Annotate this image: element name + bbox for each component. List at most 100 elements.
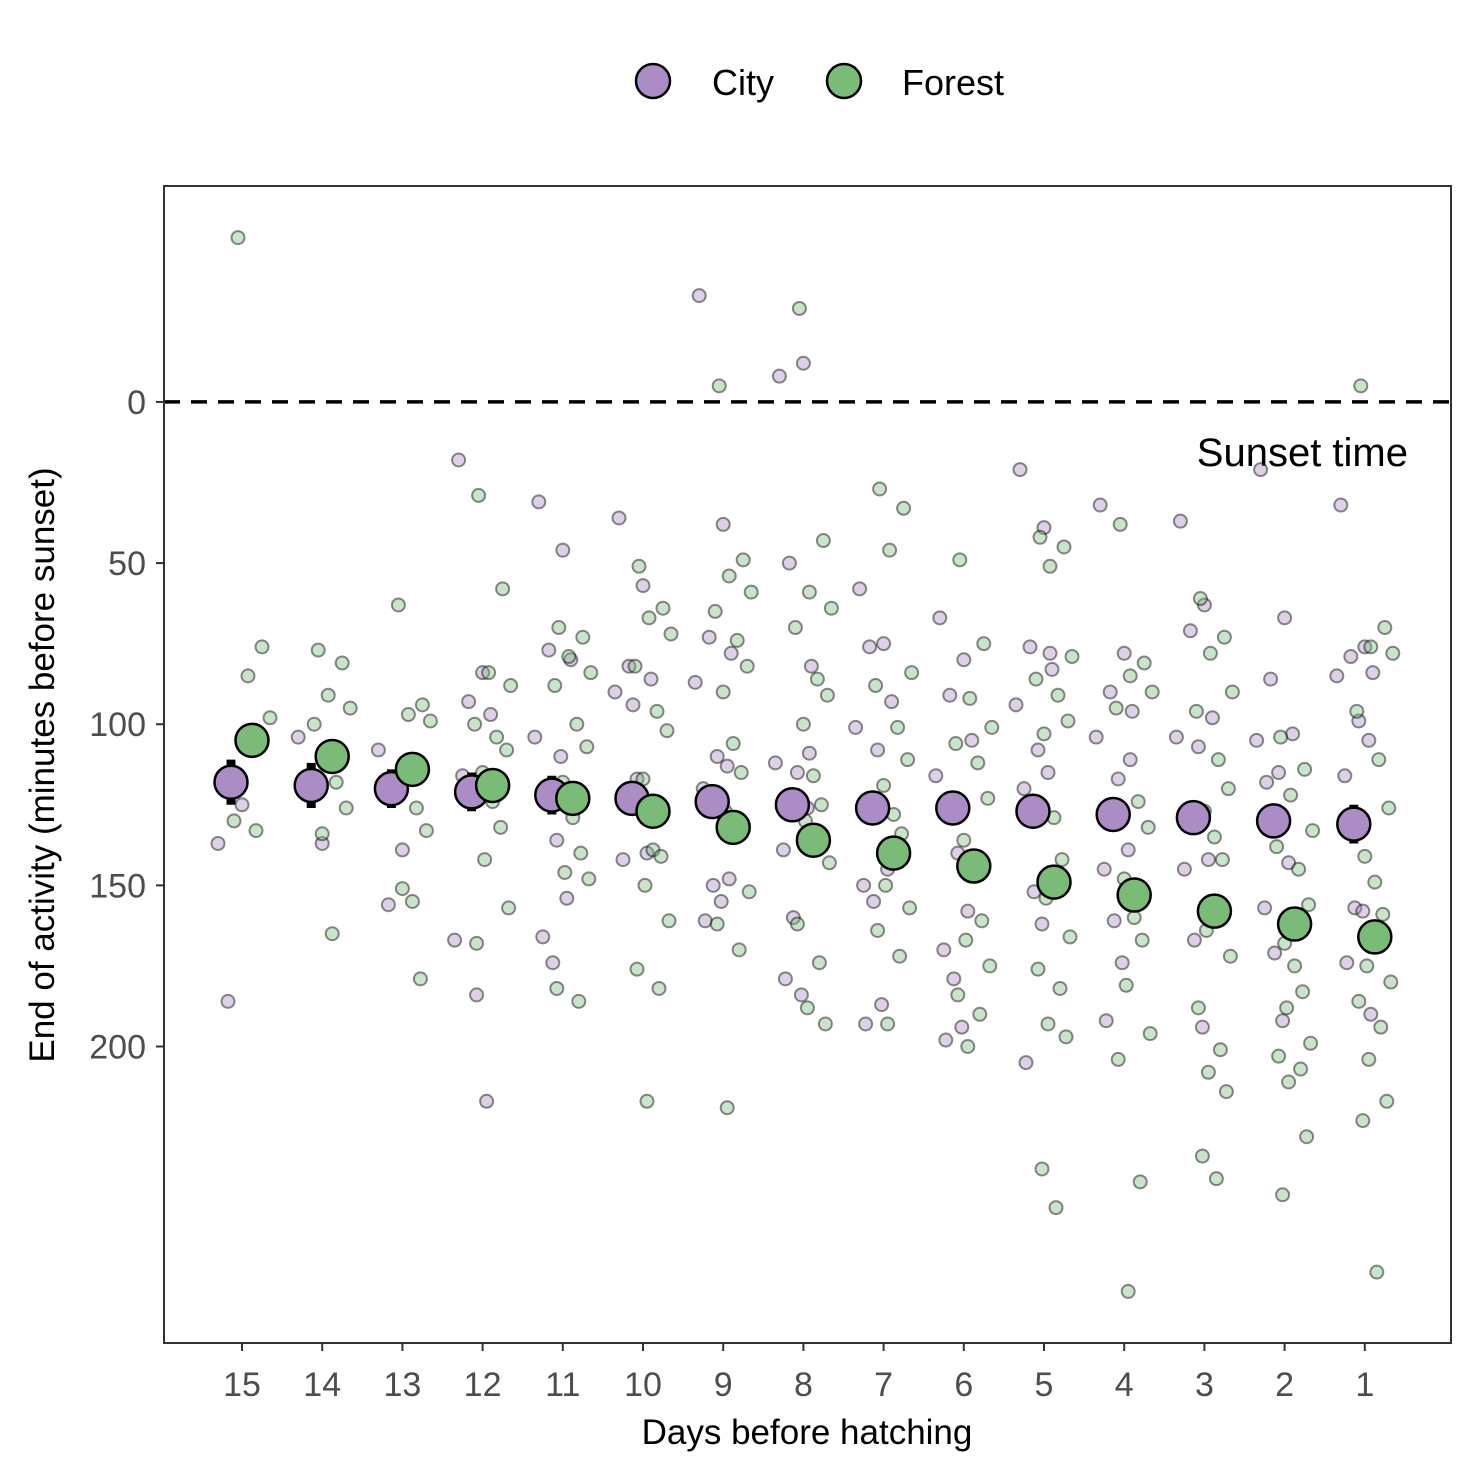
raw-point-city: [1124, 703, 1140, 719]
x-tick-label: 14: [303, 1366, 341, 1404]
raw-point-city: [1098, 1013, 1114, 1029]
raw-point-city: [956, 652, 972, 668]
mean-points-layer: [213, 722, 1393, 955]
raw-point-forest: [982, 958, 998, 974]
raw-point-forest: [1206, 829, 1222, 845]
raw-point-city: [1337, 768, 1353, 784]
mean-point-forest: [1036, 864, 1072, 900]
raw-point-city: [1116, 645, 1132, 661]
raw-point-forest: [248, 823, 264, 839]
raw-point-forest: [639, 1093, 655, 1109]
raw-point-forest: [412, 971, 428, 987]
mean-point-city: [293, 767, 329, 804]
raw-point-city: [1200, 852, 1216, 868]
raw-point-forest: [481, 665, 497, 681]
raw-point-forest: [817, 1016, 833, 1032]
raw-point-forest: [1299, 1129, 1315, 1145]
raw-point-forest: [876, 777, 892, 793]
raw-point-city: [719, 758, 735, 774]
raw-point-forest: [1359, 958, 1375, 974]
raw-point-forest: [230, 230, 246, 246]
raw-point-city: [535, 929, 551, 945]
raw-point-forest: [561, 649, 577, 665]
raw-point-forest: [1218, 1084, 1234, 1100]
raw-point-forest: [1297, 761, 1313, 777]
raw-point-forest: [342, 700, 358, 716]
raw-point-forest: [795, 716, 811, 732]
raw-point-forest: [1140, 819, 1156, 835]
raw-point-city: [1263, 671, 1279, 687]
x-tick-label: 4: [1115, 1366, 1134, 1404]
raw-point-city: [380, 897, 396, 913]
raw-point-city: [1030, 742, 1046, 758]
raw-point-forest: [1202, 645, 1218, 661]
raw-point-forest: [627, 658, 643, 674]
raw-point-forest: [1291, 861, 1307, 877]
raw-point-forest: [974, 913, 990, 929]
y-tick-label: 50: [108, 545, 146, 583]
mean-point-city: [774, 787, 811, 823]
y-axis: 0 50 100 150 200: [89, 384, 164, 1066]
raw-point-forest: [1030, 961, 1046, 977]
raw-point-forest: [1110, 1051, 1126, 1067]
x-tick-label: 6: [954, 1366, 973, 1404]
x-tick-label: 8: [794, 1366, 813, 1404]
raw-point-city: [635, 578, 651, 594]
raw-point-forest: [394, 881, 410, 897]
raw-point-forest: [1120, 1283, 1136, 1299]
raw-point-forest: [1275, 1187, 1291, 1203]
raw-point-forest: [707, 603, 723, 619]
raw-point-forest: [501, 900, 517, 916]
raw-point-city: [1040, 765, 1056, 781]
y-tick-label: 200: [89, 1028, 146, 1066]
raw-point-forest: [404, 893, 420, 909]
raw-point-forest: [306, 716, 322, 732]
x-axis-title: Days before hatching: [642, 1413, 973, 1452]
raw-point-forest: [467, 716, 483, 732]
raw-point-forest: [733, 765, 749, 781]
raw-point-forest: [1295, 984, 1311, 1000]
raw-point-forest: [1028, 671, 1044, 687]
raw-point-forest: [1036, 726, 1052, 742]
mean-point-city: [213, 764, 249, 800]
raw-point-city: [781, 555, 797, 571]
raw-point-forest: [948, 736, 964, 752]
raw-point-city: [479, 1093, 495, 1109]
raw-point-forest: [320, 687, 336, 703]
x-axis: 15 14 13 12 11 10 9 8 7 6 5 4 3 2 1: [223, 1343, 1374, 1404]
raw-point-forest: [890, 719, 906, 735]
mean-point-forest: [635, 793, 671, 829]
raw-point-city: [715, 516, 731, 532]
raw-point-city: [954, 1019, 970, 1035]
raw-point-forest: [1355, 1113, 1371, 1129]
raw-point-city: [370, 742, 386, 758]
raw-point-city: [771, 368, 787, 384]
raw-point-forest: [1214, 852, 1230, 868]
raw-point-forest: [1134, 932, 1150, 948]
raw-point-forest: [631, 558, 647, 574]
raw-point-forest: [575, 629, 591, 645]
raw-point-forest: [950, 987, 966, 1003]
raw-point-forest: [880, 1016, 896, 1032]
raw-point-forest: [882, 542, 898, 558]
raw-point-forest: [1287, 958, 1303, 974]
raw-point-city: [1204, 710, 1220, 726]
legend-city-key: [634, 62, 672, 100]
legend-forest-key: [825, 62, 863, 100]
raw-point-forest: [813, 797, 829, 813]
raw-point-forest: [495, 581, 511, 597]
raw-point-city: [713, 893, 729, 909]
raw-point-forest: [719, 1100, 735, 1116]
mean-point-city: [1095, 796, 1131, 833]
raw-point-city: [697, 913, 713, 929]
raw-point-city: [394, 842, 410, 858]
raw-point-city: [1018, 1055, 1034, 1071]
raw-point-forest: [715, 684, 731, 700]
raw-point-city: [964, 732, 980, 748]
mean-point-forest: [715, 809, 751, 846]
raw-point-forest: [872, 481, 888, 497]
raw-point-forest: [1118, 977, 1134, 993]
raw-point-city: [721, 871, 737, 887]
raw-point-city: [541, 642, 557, 658]
raw-point-city: [559, 890, 575, 906]
